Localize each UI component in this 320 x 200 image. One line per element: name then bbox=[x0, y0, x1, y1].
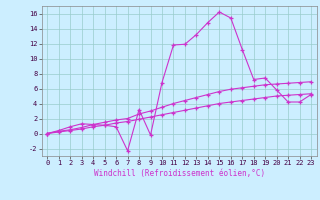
X-axis label: Windchill (Refroidissement éolien,°C): Windchill (Refroidissement éolien,°C) bbox=[94, 169, 265, 178]
